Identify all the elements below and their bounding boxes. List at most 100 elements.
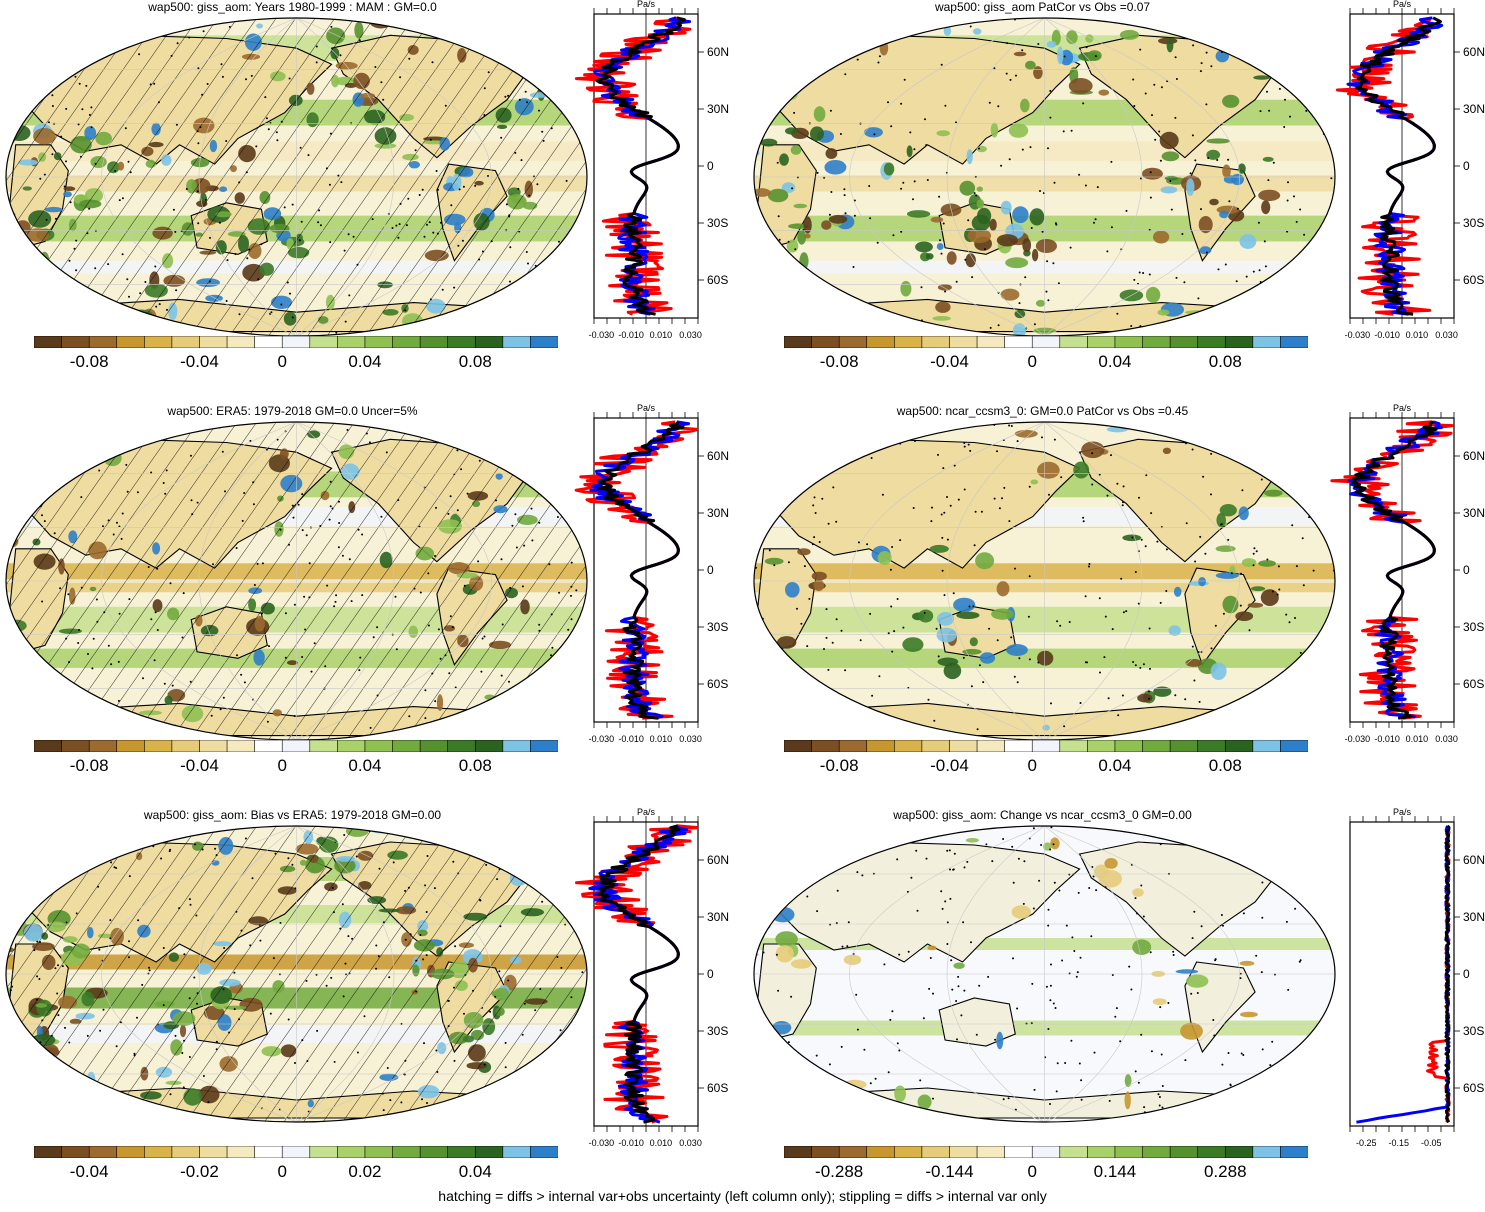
stipple-dot (1331, 1043, 1334, 1046)
colorbar-labels: -0.08 -0.04 0 0.04 0.08 (34, 352, 558, 376)
stipple-dot (809, 51, 812, 54)
stipple-dot (558, 100, 561, 103)
stipple-dot (757, 613, 760, 616)
stipple-dot (1178, 19, 1181, 22)
stipple-dot (808, 597, 811, 600)
stipple-dot (1038, 879, 1041, 882)
colorbar (784, 740, 1308, 752)
field-blob (90, 309, 103, 321)
stipple-dot (1191, 645, 1194, 648)
stipple-dot (145, 1111, 148, 1114)
stipple-dot (1104, 886, 1107, 889)
stipple-dot (1193, 679, 1196, 682)
stipple-dot (1018, 657, 1021, 660)
colorbar-tick-label: 0.04 (348, 756, 382, 775)
stipple-dot (798, 1118, 801, 1121)
stipple-dot (471, 326, 474, 329)
colorbar-swatch (838, 740, 868, 752)
stipple-dot (89, 725, 92, 728)
stipple-dot (870, 457, 873, 459)
stipple-dot (1001, 497, 1003, 500)
stipple-dot (1041, 436, 1043, 439)
colorbar-swatch (1252, 1146, 1281, 1158)
colorbar-tick-label: 0.08 (458, 756, 492, 775)
stipple-dot (1328, 1059, 1331, 1062)
stipple-dot (814, 868, 817, 871)
stipple-dot (566, 1101, 569, 1104)
stipple-dot (561, 887, 564, 890)
stipple-dot (771, 33, 774, 35)
stipple-dot (148, 34, 151, 37)
stipple-dot (1080, 1079, 1083, 1082)
field-blob (495, 37, 507, 44)
stipple-dot (412, 423, 415, 426)
colorbar-swatch (144, 1146, 173, 1158)
field-blob (754, 188, 771, 197)
profile-x-label: 0.030 (1435, 734, 1458, 744)
stipple-dot (964, 258, 967, 261)
colorbar-swatch (1031, 336, 1061, 348)
stipple-dot (923, 611, 926, 614)
field-blob (813, 106, 826, 122)
stipple-dot (1132, 78, 1135, 81)
field-blob (777, 636, 797, 649)
stipple-dot (1117, 714, 1120, 717)
profile-lat-label: 60S (1463, 273, 1484, 287)
stipple-dot (1255, 550, 1258, 553)
field-blob (1160, 186, 1178, 194)
stipple-dot (1005, 72, 1008, 75)
colorbar-swatch (784, 336, 813, 348)
graticule-meridian (1044, 422, 1143, 740)
field-blob (1222, 94, 1240, 108)
stipple-dot (1174, 694, 1177, 697)
zonal-mean-profile: Pa/s 60N 30N 0 30S 60S -0.030 -0.010 0.010 0.030 (1330, 403, 1485, 744)
field-blob (1046, 41, 1057, 48)
stipple-dot (1048, 493, 1050, 496)
field-blob (1098, 89, 1110, 96)
field-blob (1240, 1011, 1258, 1018)
profile-lat-label: 60N (1463, 45, 1485, 59)
field-blob (953, 962, 965, 969)
stipple-dot (873, 133, 876, 136)
stipple-dot (1222, 924, 1224, 927)
stipple-dot (985, 843, 988, 846)
stipple-dot (1138, 271, 1141, 274)
stipple-dot (763, 730, 766, 733)
stipple-dot (1279, 321, 1282, 323)
stipple-dot (969, 449, 972, 452)
stipple-dot (856, 721, 859, 724)
profile-frame (1349, 821, 1455, 1127)
field-blob (900, 280, 912, 297)
field-blob (542, 856, 558, 868)
stipple-dot (1084, 661, 1087, 664)
field-blob (83, 716, 94, 723)
stipple-dot (1008, 424, 1011, 427)
field-blob (929, 544, 949, 553)
stipple-dot (1320, 61, 1323, 64)
field-blob (847, 312, 861, 326)
stipple-dot (1185, 522, 1188, 525)
field-blob (431, 325, 452, 332)
stipple-dot (1253, 39, 1255, 42)
stipple-dot (933, 719, 936, 722)
stipple-dot (414, 835, 417, 838)
stipple-dot (1082, 516, 1085, 519)
stipple-dot (1024, 276, 1027, 279)
stipple-dot (1110, 226, 1113, 229)
stipple-dot (49, 81, 52, 84)
field-blob (972, 28, 982, 35)
stipple-dot (975, 194, 978, 197)
stipple-dot (1158, 1096, 1161, 1098)
colorbar-swatch (171, 1146, 200, 1158)
stipple-dot (891, 650, 894, 653)
stipple-dot (7, 444, 10, 447)
field-blob (1012, 206, 1029, 224)
stipple-dot (506, 1081, 509, 1084)
colorbar-swatch (254, 1146, 283, 1158)
stipple-dot (777, 215, 780, 218)
colorbar-swatch (894, 740, 923, 752)
stipple-dot (1239, 977, 1242, 980)
field-blob (797, 230, 807, 245)
stipple-dot (993, 67, 996, 70)
stipple-dot (859, 639, 862, 642)
